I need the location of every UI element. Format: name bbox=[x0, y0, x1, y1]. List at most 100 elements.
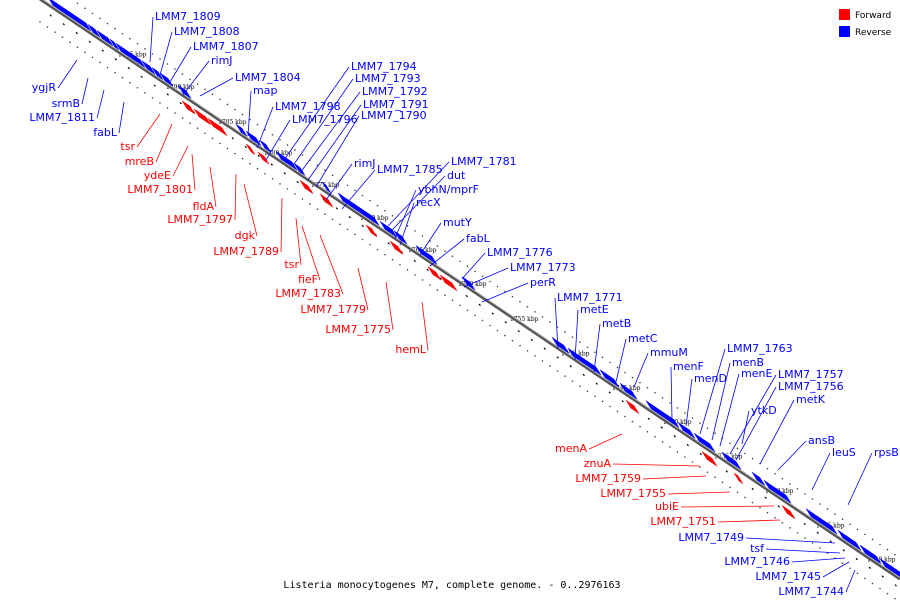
map-caption: Listeria monocytogenes M7, complete geno… bbox=[283, 580, 620, 591]
gene-blocks bbox=[49, 0, 900, 577]
reverse-gene-block bbox=[567, 347, 602, 376]
gene-label: ansB bbox=[808, 434, 835, 447]
gene-label: LMM7_1779 bbox=[300, 303, 366, 316]
reverse-gene-block bbox=[805, 508, 838, 535]
leader-line bbox=[149, 16, 154, 63]
leader-line bbox=[574, 309, 579, 361]
leader-line bbox=[315, 115, 360, 188]
gene-label: LMM7_1763 bbox=[727, 342, 793, 355]
forward-gene-block bbox=[193, 108, 212, 126]
ruler-tick-label: 1755 kbp bbox=[510, 316, 539, 323]
gene-label: rimJ bbox=[354, 157, 376, 170]
leader-line bbox=[680, 505, 775, 508]
reverse-gene-block bbox=[235, 123, 248, 137]
gene-label: fldA bbox=[193, 200, 215, 213]
leader-line bbox=[234, 173, 237, 221]
gene-label: srmB bbox=[52, 97, 80, 110]
gene-label: dgk bbox=[235, 229, 256, 242]
gene-label: LMM7_1797 bbox=[167, 213, 233, 226]
leader-line bbox=[191, 153, 196, 191]
gene-label: LMM7_1785 bbox=[377, 163, 443, 176]
ruler-tick-label: 1760 kbp bbox=[458, 281, 487, 288]
leader-line bbox=[57, 59, 78, 89]
leader-line bbox=[295, 217, 302, 266]
gene-label: LMM7_1789 bbox=[213, 245, 279, 258]
leader-line bbox=[325, 163, 353, 201]
forward-gene-block bbox=[625, 400, 640, 414]
gene-label: LMM7_1790 bbox=[361, 109, 427, 122]
genome-backbone bbox=[39, 0, 900, 581]
leader-line bbox=[385, 281, 394, 331]
reverse-gene-block bbox=[859, 544, 882, 565]
leader-line bbox=[247, 90, 252, 137]
leader-line bbox=[667, 491, 731, 495]
gene-label: metE bbox=[580, 303, 609, 316]
reverse-gene-block bbox=[693, 432, 716, 453]
gene-label: LMM7_1771 bbox=[557, 291, 623, 304]
leader-line bbox=[421, 301, 429, 351]
gene-labels: LMM7_1809LMM7_1808LMM7_1807rimJLMM7_1804… bbox=[29, 10, 898, 598]
reverse-gene-block bbox=[159, 72, 174, 87]
leader-line bbox=[745, 537, 836, 544]
forward-gene-block bbox=[181, 100, 196, 115]
reverse-gene-block bbox=[551, 337, 570, 354]
reverse-gene-block bbox=[599, 369, 620, 388]
gene-label: LMM7_1744 bbox=[778, 585, 844, 598]
gene-label: rpsB bbox=[874, 446, 899, 459]
gene-label: metB bbox=[602, 317, 631, 330]
leader-line bbox=[642, 475, 707, 480]
gene-label: rimJ bbox=[211, 54, 233, 67]
gene-label: LMM7_1793 bbox=[355, 72, 421, 85]
forward-gene-block bbox=[733, 472, 744, 484]
gene-label: menA bbox=[555, 442, 587, 455]
leader-line bbox=[199, 77, 234, 97]
forward-gene-block bbox=[701, 451, 718, 467]
gene-label: fieF bbox=[298, 273, 318, 286]
leader-line bbox=[777, 440, 807, 471]
gene-label: LMM7_1794 bbox=[351, 60, 417, 73]
leader-line bbox=[81, 77, 89, 105]
leader-line bbox=[391, 175, 446, 231]
gene-label: LMM7_1791 bbox=[363, 98, 429, 111]
leader-line bbox=[301, 225, 321, 281]
reverse-gene-block bbox=[96, 30, 114, 47]
gene-label: ubiE bbox=[655, 500, 679, 513]
gene-label: LMM7_1746 bbox=[724, 555, 790, 568]
leader-line bbox=[307, 104, 362, 181]
leader-line bbox=[588, 433, 623, 450]
gene-label: LMM7_1811 bbox=[29, 111, 95, 124]
reverse-gene-block bbox=[379, 221, 398, 238]
ruler-ticks: 1795 kbp1790 kbp1785 kbp1780 kbp1775 kbp… bbox=[49, 14, 897, 587]
reverse-gene-block bbox=[619, 382, 638, 400]
gene-label: LMM7_1773 bbox=[510, 261, 576, 274]
reverse-gene-block bbox=[293, 163, 306, 176]
gene-label: fabL bbox=[93, 126, 118, 139]
gene-label: ydeE bbox=[144, 169, 171, 182]
legend: Forward Reverse bbox=[839, 9, 892, 38]
leader-line bbox=[463, 267, 509, 288]
leader-line bbox=[633, 352, 649, 388]
gene-label: metK bbox=[796, 393, 826, 406]
forward-gene-block bbox=[439, 274, 458, 292]
gene-label: dut bbox=[447, 169, 466, 182]
leader-line bbox=[429, 238, 465, 267]
leader-line bbox=[399, 202, 415, 246]
gene-label: LMM7_1798 bbox=[275, 100, 341, 113]
leader-line bbox=[265, 119, 291, 161]
leader-line bbox=[256, 106, 274, 149]
leader-line bbox=[182, 60, 210, 96]
gene-label: LMM7_1776 bbox=[487, 246, 553, 259]
reverse-gene-block bbox=[115, 43, 146, 68]
leader-line bbox=[699, 348, 726, 435]
gene-label: LMM7_1756 bbox=[778, 380, 844, 393]
leader-line bbox=[847, 452, 873, 506]
gene-label: leuS bbox=[832, 446, 856, 459]
leader-line bbox=[155, 123, 173, 163]
reverse-gene-block bbox=[763, 480, 792, 504]
leader-line bbox=[822, 561, 850, 578]
reverse-gene-block bbox=[837, 529, 862, 551]
forward-gene-block bbox=[257, 151, 270, 165]
legend-reverse-swatch bbox=[839, 26, 850, 37]
gene-label: menB bbox=[732, 356, 764, 369]
leader-line bbox=[729, 374, 777, 455]
